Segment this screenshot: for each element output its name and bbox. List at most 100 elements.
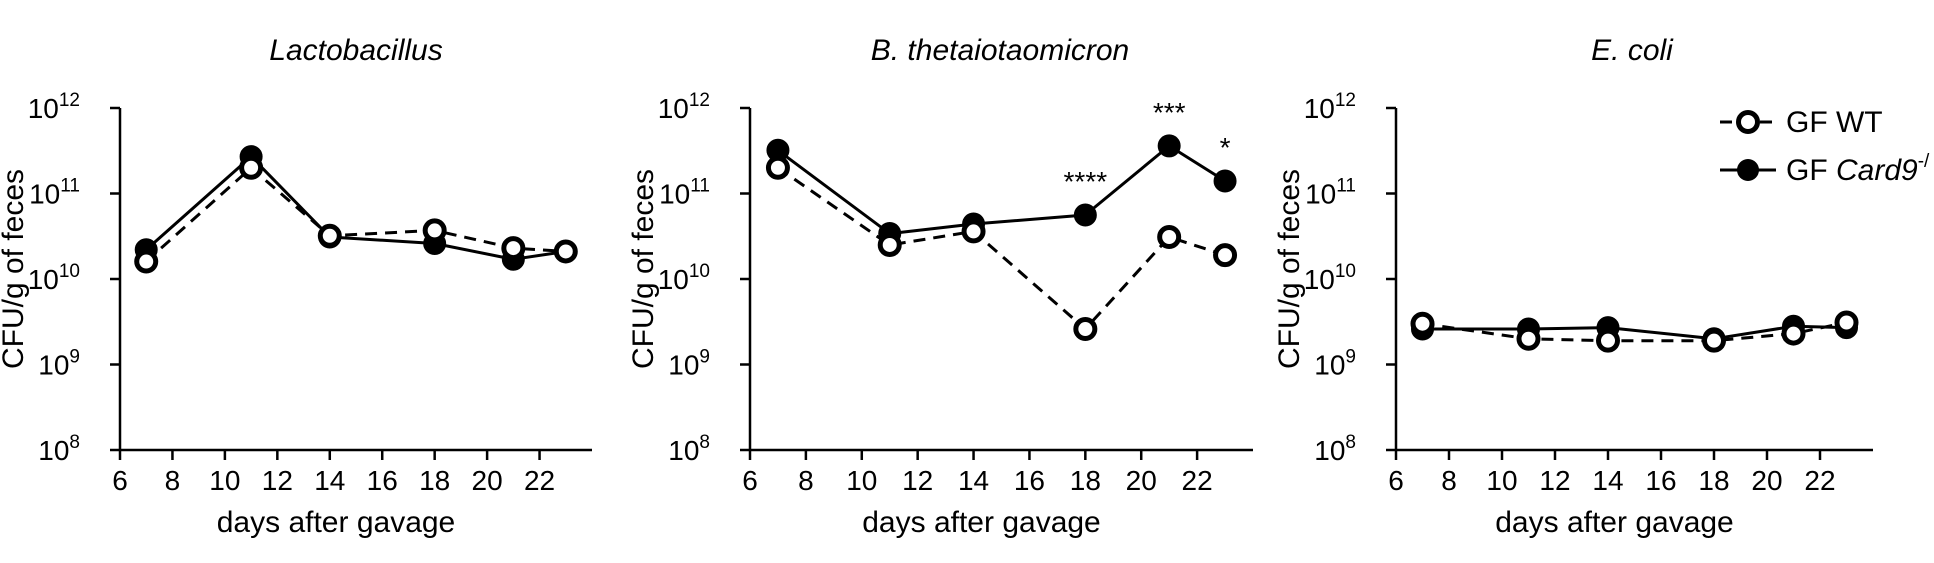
x-tick-label: 6	[1388, 465, 1404, 496]
x-tick-label: 10	[209, 465, 240, 496]
y-tick-exponent: 10	[59, 261, 80, 282]
y-tick-label: 109	[668, 347, 710, 381]
data-point-wt	[1410, 311, 1435, 336]
y-tick-label: 1012	[1304, 90, 1356, 124]
x-axis-label: days after gavage	[862, 506, 1101, 539]
x-tick-label: 12	[262, 465, 293, 496]
x-axis-label: days after gavage	[1495, 506, 1734, 539]
x-tick-label: 18	[1070, 465, 1101, 496]
x-tick-label: 10	[1486, 465, 1517, 496]
data-point-ko	[1213, 169, 1237, 193]
series-line-wt	[777, 166, 1226, 331]
x-tick-label: 16	[367, 465, 398, 496]
x-tick-label: 16	[1645, 465, 1676, 496]
y-tick-label: 108	[1314, 432, 1356, 466]
y-tick-exponent: 12	[59, 90, 80, 111]
significance-label: *	[1220, 132, 1231, 163]
legend-marker	[1736, 110, 1760, 134]
data-point-wt	[1157, 224, 1182, 249]
y-tick-label: 1011	[1305, 176, 1356, 210]
y-tick-exponent: 11	[690, 176, 710, 197]
significance-label: ****	[1064, 166, 1108, 197]
x-tick-label: 12	[1539, 465, 1570, 496]
data-point-wt	[1596, 328, 1620, 353]
data-point-ko	[1073, 203, 1097, 227]
data-point-wt	[134, 249, 159, 274]
chart-title: E. coli	[1591, 34, 1674, 67]
x-tick-label: 18	[1698, 465, 1729, 496]
data-point-wt	[1781, 321, 1806, 346]
data-point-wt	[317, 223, 342, 248]
data-point-wt	[877, 232, 902, 257]
x-tick-label: 8	[165, 465, 181, 496]
data-point-wt	[501, 236, 526, 261]
x-tick-label: 22	[524, 465, 555, 496]
y-tick-exponent: 11	[60, 176, 80, 197]
chart-title: Lactobacillus	[269, 34, 442, 67]
data-point-wt	[422, 218, 447, 243]
x-tick-label: 12	[902, 465, 933, 496]
y-tick-exponent: 9	[69, 347, 80, 368]
y-tick-label: 108	[38, 432, 80, 466]
x-tick-label: 14	[1592, 465, 1623, 496]
y-tick-exponent: 11	[1336, 176, 1356, 197]
data-point-wt	[553, 239, 578, 264]
y-axis-label: CFU/g of feces	[627, 169, 660, 369]
data-point-ko	[1157, 134, 1181, 158]
y-axis-label: CFU/g of feces	[1273, 169, 1306, 369]
x-tick-label: 20	[1126, 465, 1157, 496]
y-tick-exponent: 12	[1335, 90, 1356, 111]
y-tick-label: 1011	[659, 176, 710, 210]
y-tick-label: 1012	[658, 90, 710, 124]
legend-entry-wt: GF WT	[1720, 106, 1883, 139]
y-tick-label: 109	[1314, 347, 1356, 381]
data-point-wt	[765, 155, 790, 180]
y-tick-exponent: 10	[689, 261, 710, 282]
data-point-wt	[1213, 243, 1238, 268]
x-tick-label: 20	[472, 465, 503, 496]
data-point-wt	[1702, 328, 1726, 353]
x-axis-label: days after gavage	[217, 506, 456, 539]
y-tick-exponent: 8	[1345, 432, 1356, 453]
x-tick-label: 6	[742, 465, 758, 496]
data-point-wt	[1516, 326, 1541, 351]
y-tick-label: 1011	[29, 176, 80, 210]
x-tick-label: 14	[314, 465, 345, 496]
y-tick-exponent: 12	[689, 90, 710, 111]
x-tick-label: 22	[1804, 465, 1835, 496]
y-tick-label: 1012	[28, 90, 80, 124]
x-tick-label: 10	[846, 465, 877, 496]
x-tick-label: 22	[1182, 465, 1213, 496]
legend: GF WT GF Card9-/	[1720, 106, 1930, 187]
legend-label: GF WT	[1786, 106, 1883, 139]
y-tick-exponent: 9	[1345, 347, 1356, 368]
y-tick-label: 1010	[658, 261, 710, 295]
y-tick-exponent: 9	[699, 347, 710, 368]
significance-label: ***	[1153, 97, 1186, 128]
y-tick-label: 1010	[1304, 261, 1356, 295]
data-point-wt	[961, 219, 986, 244]
y-axis-label: CFU/g of feces	[0, 169, 30, 369]
x-tick-label: 14	[958, 465, 989, 496]
y-tick-label: 109	[38, 347, 80, 381]
x-tick-label: 6	[112, 465, 128, 496]
x-tick-label: 16	[1014, 465, 1045, 496]
series-line-ko	[777, 144, 1226, 236]
legend-entry-ko: GF Card9-/	[1720, 151, 1930, 187]
data-point-wt	[1834, 310, 1859, 335]
legend-label: GF Card9-/	[1786, 151, 1930, 187]
y-tick-exponent: 10	[1335, 261, 1356, 282]
chart-title: B. thetaiotaomicron	[871, 34, 1129, 67]
data-point-wt	[239, 155, 264, 180]
legend-marker	[1737, 159, 1759, 181]
x-tick-label: 8	[1441, 465, 1457, 496]
x-tick-label: 20	[1751, 465, 1782, 496]
data-point-wt	[1073, 317, 1098, 342]
y-tick-exponent: 8	[69, 432, 80, 453]
y-tick-exponent: 8	[699, 432, 710, 453]
y-tick-label: 108	[668, 432, 710, 466]
